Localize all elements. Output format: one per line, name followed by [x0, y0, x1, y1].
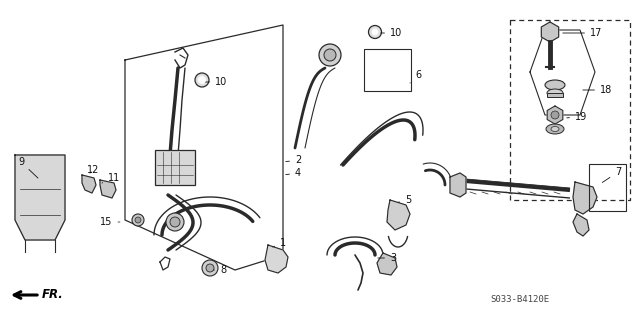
Text: 1: 1 [273, 238, 286, 248]
Polygon shape [387, 200, 410, 230]
Text: FR.: FR. [42, 288, 64, 301]
Bar [155, 150, 195, 185]
Text: 9: 9 [18, 157, 38, 178]
Ellipse shape [547, 89, 563, 97]
Ellipse shape [324, 49, 336, 61]
Text: 7: 7 [602, 167, 621, 182]
Text: 5: 5 [397, 195, 412, 205]
Text: 8: 8 [212, 265, 226, 275]
Polygon shape [377, 253, 397, 275]
Circle shape [206, 264, 214, 272]
Ellipse shape [195, 73, 209, 87]
Text: 18: 18 [583, 85, 612, 95]
Text: 15: 15 [100, 217, 120, 227]
Polygon shape [100, 180, 116, 198]
Ellipse shape [198, 77, 205, 84]
Polygon shape [547, 106, 563, 124]
Ellipse shape [369, 26, 381, 39]
Circle shape [202, 260, 218, 276]
Circle shape [551, 111, 559, 119]
Ellipse shape [319, 44, 341, 66]
Polygon shape [265, 245, 288, 273]
Bar [547, 93, 563, 97]
Ellipse shape [551, 127, 559, 131]
Text: S033-B4120E: S033-B4120E [490, 295, 549, 305]
Ellipse shape [170, 217, 180, 227]
Polygon shape [15, 155, 65, 240]
Polygon shape [541, 22, 559, 42]
Ellipse shape [545, 80, 565, 90]
Text: 10: 10 [205, 77, 227, 87]
Polygon shape [573, 214, 589, 236]
Text: 6: 6 [410, 70, 421, 83]
Ellipse shape [372, 29, 378, 35]
Text: 2: 2 [285, 155, 301, 165]
Circle shape [132, 214, 144, 226]
Text: 10: 10 [381, 28, 403, 38]
Text: 12: 12 [87, 165, 99, 175]
Polygon shape [450, 173, 466, 197]
Circle shape [135, 217, 141, 223]
Ellipse shape [546, 124, 564, 134]
Polygon shape [573, 182, 597, 214]
Text: 11: 11 [102, 173, 120, 183]
Text: 3: 3 [378, 253, 396, 263]
Text: 4: 4 [285, 168, 301, 178]
Text: 19: 19 [567, 112, 588, 122]
Polygon shape [82, 175, 96, 193]
Text: 17: 17 [563, 28, 602, 38]
Ellipse shape [166, 213, 184, 231]
